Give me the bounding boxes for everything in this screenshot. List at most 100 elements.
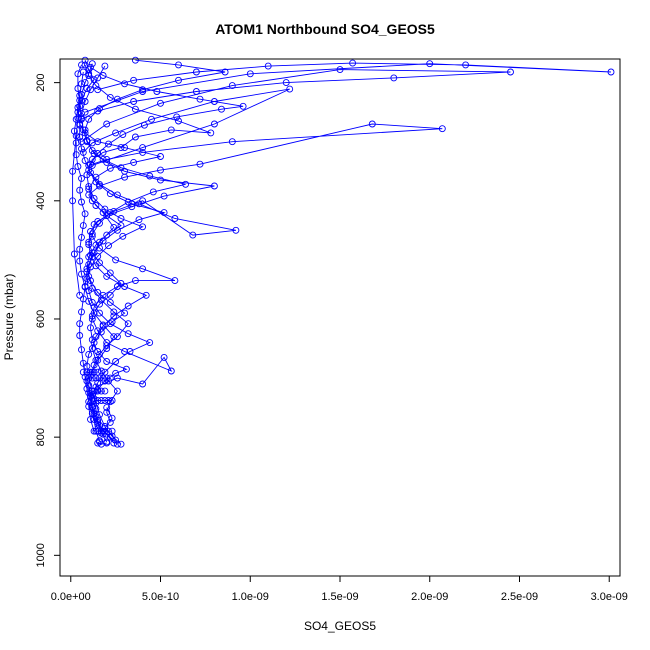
data-point: [76, 332, 84, 339]
data-point: [85, 72, 93, 79]
x-tick-label: 2.5e-09: [501, 591, 538, 603]
series-9: [70, 68, 107, 438]
data-point: [103, 404, 111, 412]
data-point: [148, 115, 155, 123]
data-point: [70, 127, 78, 135]
data-point: [96, 182, 103, 190]
data-point: [171, 277, 179, 285]
data-point: [119, 232, 127, 240]
data-point: [72, 115, 80, 123]
data-point: [103, 374, 111, 382]
data-point: [69, 167, 77, 175]
data-point: [139, 148, 147, 156]
data-point: [88, 147, 96, 155]
data-point: [103, 342, 111, 350]
data-point: [173, 113, 181, 121]
data-point: [139, 265, 147, 273]
data-point: [131, 105, 139, 113]
data-point: [92, 333, 100, 341]
data-point: [462, 61, 470, 69]
data-point: [106, 269, 114, 277]
data-point: [99, 155, 107, 163]
data-point: [79, 222, 87, 230]
data-point: [117, 222, 125, 230]
data-point: [85, 183, 93, 191]
data-point: [81, 126, 89, 134]
data-point: [130, 98, 138, 105]
data-point: [87, 415, 94, 423]
data-point: [139, 223, 147, 231]
data-point: [76, 92, 84, 100]
data-point: [85, 381, 93, 389]
data-point: [85, 191, 93, 199]
data-point: [92, 241, 100, 249]
data-point: [101, 397, 109, 404]
data-point: [228, 82, 236, 90]
series-line: [81, 69, 511, 143]
data-point: [140, 121, 148, 129]
data-point: [106, 291, 114, 299]
data-point: [160, 192, 168, 200]
data-point: [101, 62, 109, 70]
data-point: [83, 275, 91, 283]
data-point: [189, 231, 197, 239]
data-point: [139, 144, 147, 152]
data-point: [157, 166, 164, 174]
data-point: [79, 368, 87, 376]
x-tick-label: 5.0e-10: [142, 591, 179, 603]
data-point: [101, 423, 109, 430]
data-point: [192, 88, 200, 95]
series-line: [86, 123, 443, 445]
data-point: [175, 117, 182, 125]
data-point: [76, 245, 84, 253]
data-point: [94, 427, 102, 435]
data-point: [87, 160, 94, 168]
data-point: [210, 120, 218, 128]
data-point: [426, 60, 434, 68]
data-point: [135, 216, 143, 224]
data-point: [78, 61, 85, 69]
data-point: [90, 194, 98, 202]
data-point: [106, 93, 114, 101]
data-point: [121, 80, 129, 88]
data-point: [112, 369, 120, 377]
data-point: [210, 182, 218, 190]
data-point: [106, 298, 114, 306]
data-point: [87, 368, 94, 376]
data-point: [117, 215, 125, 222]
data-point: [131, 56, 139, 64]
data-point: [97, 387, 105, 395]
series-10: [81, 56, 229, 426]
data-point: [175, 61, 182, 69]
data-point: [146, 339, 154, 347]
data-point: [146, 172, 154, 180]
data-point: [79, 148, 87, 156]
data-point: [139, 86, 147, 94]
y-tick-label: 800: [35, 428, 47, 446]
data-point: [124, 198, 132, 206]
data-point: [78, 115, 85, 123]
data-point: [121, 348, 129, 355]
data-point: [85, 241, 93, 248]
data-point: [94, 387, 102, 395]
data-point: [286, 85, 294, 93]
data-point: [94, 368, 102, 376]
data-point: [99, 72, 107, 79]
data-point: [106, 418, 114, 426]
data-point: [81, 157, 89, 165]
data-point: [96, 411, 103, 419]
data-point: [94, 379, 102, 387]
data-point: [78, 270, 85, 278]
data-point: [94, 439, 102, 447]
data-point: [96, 105, 103, 113]
data-point: [83, 171, 91, 179]
data-point: [607, 68, 615, 76]
data-point: [349, 59, 357, 67]
data-point: [96, 219, 103, 227]
data-point: [112, 358, 120, 365]
data-point: [218, 105, 225, 113]
y-tick-label: 200: [35, 73, 47, 91]
data-point: [74, 114, 82, 122]
